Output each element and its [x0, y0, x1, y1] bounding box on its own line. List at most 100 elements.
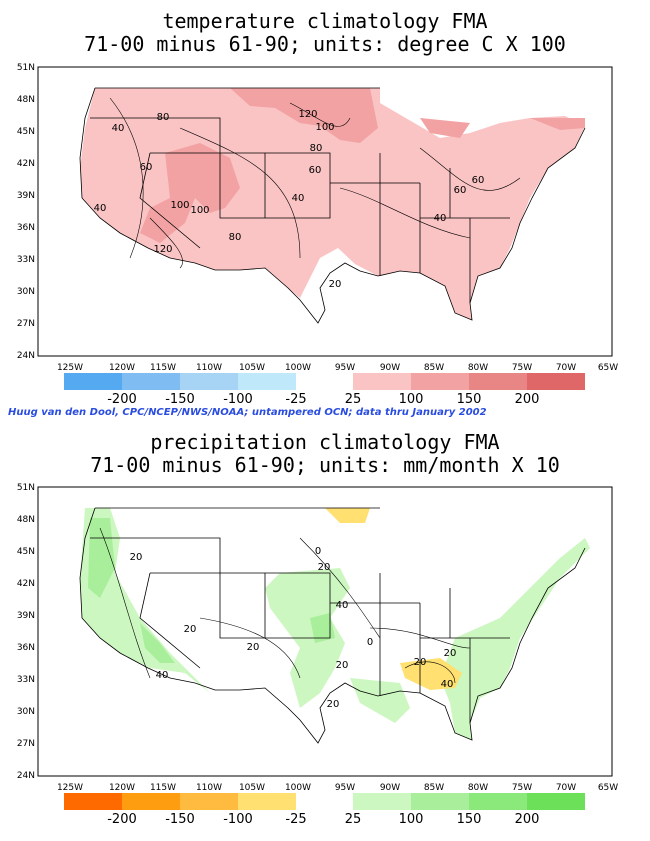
lat-label: 33N: [17, 675, 35, 685]
lon-label: 80W: [468, 363, 488, 373]
credit-line: Huug van den Dool, CPC/NCEP/NWS/NOAA; un…: [8, 407, 487, 418]
lat-label: 30N: [17, 287, 35, 297]
legend-label: 150: [457, 812, 482, 827]
contour-label: 60: [309, 165, 322, 176]
lat-label: 48N: [17, 95, 35, 105]
lon-label: 105W: [239, 363, 265, 373]
legend-swatch: [469, 793, 527, 810]
temperature-lon-axis: 125W 120W 115W 110W 105W 100W 95W 90W 85…: [57, 363, 618, 373]
legend-swatch: [527, 793, 585, 810]
legend-label: 200: [515, 392, 540, 407]
lon-label: 125W: [57, 363, 83, 373]
lat-label: 24N: [17, 351, 35, 361]
legend-swatch: [180, 793, 238, 810]
lon-label: 70W: [556, 363, 576, 373]
legend-swatch: [64, 373, 122, 390]
contour-label: 0: [367, 637, 373, 648]
legend-swatch: [411, 373, 469, 390]
contour-label: 100: [315, 122, 334, 133]
temperature-map-frame: [37, 66, 613, 357]
lon-label: 120W: [109, 363, 135, 373]
contour-label: 60: [472, 175, 485, 186]
contour-label: 20: [336, 660, 349, 671]
legend-label: -25: [285, 812, 306, 827]
legend-swatch: [238, 793, 296, 810]
lon-label: 85W: [424, 783, 444, 793]
lon-label: 85W: [424, 363, 444, 373]
contour-label: 80: [310, 143, 323, 154]
lon-label: 70W: [556, 783, 576, 793]
lat-label: 30N: [17, 707, 35, 717]
contour-label: 20: [130, 552, 143, 563]
legend-label: -25: [285, 392, 306, 407]
contour-label: 80: [229, 232, 242, 243]
contour-label: 100: [190, 205, 209, 216]
contour-label: 20: [414, 657, 427, 668]
lon-label: 115W: [150, 783, 176, 793]
precipitation-map-frame: [37, 486, 613, 777]
legend-label: -200: [107, 392, 137, 407]
temperature-title-line2: 71-00 minus 61-90; units: degree C X 100: [84, 32, 566, 56]
lon-label: 110W: [196, 783, 222, 793]
precipitation-land-outline: [79, 507, 586, 744]
precipitation-lat-axis: 51N 48N 45N 42N 39N 36N 33N 30N 27N 24N: [17, 483, 35, 781]
legend-label: 200: [515, 812, 540, 827]
legend-label: 25: [345, 392, 362, 407]
lat-label: 39N: [17, 191, 35, 201]
lat-label: 51N: [17, 63, 35, 73]
lon-label: 90W: [380, 783, 400, 793]
precipitation-map-panel: 20 0 20 40 20 20 0 20 20 40 40 20 20 51N…: [17, 483, 618, 827]
legend-label: -100: [223, 392, 253, 407]
legend-swatch: [411, 793, 469, 810]
precipitation-contours: [99, 527, 471, 684]
contour-label: 40: [112, 123, 125, 134]
lat-label: 33N: [17, 255, 35, 265]
contour-label: 20: [247, 642, 260, 653]
lat-label: 45N: [17, 547, 35, 557]
legend-label: -100: [223, 812, 253, 827]
contour-label: 80: [157, 112, 170, 123]
contour-label: 120: [298, 109, 317, 120]
contour-label: 40: [156, 670, 169, 681]
temperature-contour-labels: 40 80 120 100 80 60 60 40 100 100 80 120…: [94, 109, 485, 290]
precipitation-legend-labels: -200 -150 -100 -25 25 100 150 200: [107, 812, 539, 827]
legend-label: -200: [107, 812, 137, 827]
lon-label: 95W: [335, 783, 355, 793]
temperature-anomaly-shading-strong: [140, 88, 585, 243]
lon-label: 75W: [512, 783, 532, 793]
lon-label: 125W: [57, 783, 83, 793]
lon-label: 90W: [380, 363, 400, 373]
lon-label: 65W: [598, 783, 618, 793]
contour-label: 120: [153, 244, 172, 255]
contour-label: 0: [315, 546, 321, 557]
lat-label: 36N: [17, 643, 35, 653]
lat-label: 42N: [17, 159, 35, 169]
lat-label: 42N: [17, 579, 35, 589]
lon-label: 100W: [285, 783, 311, 793]
temperature-map-panel: 40 80 120 100 80 60 60 40 100 100 80 120…: [17, 63, 618, 407]
temperature-contours: [109, 97, 521, 269]
lat-label: 27N: [17, 739, 35, 749]
contour-label: 40: [336, 600, 349, 611]
legend-swatch: [527, 373, 585, 390]
legend-swatch: [469, 373, 527, 390]
lon-label: 100W: [285, 363, 311, 373]
legend-label: 25: [345, 812, 362, 827]
lon-label: 110W: [196, 363, 222, 373]
precipitation-lon-axis: 125W 120W 115W 110W 105W 100W 95W 90W 85…: [57, 783, 618, 793]
lat-label: 39N: [17, 611, 35, 621]
contour-label: 20: [318, 562, 331, 573]
lat-label: 24N: [17, 771, 35, 781]
legend-label: -150: [165, 392, 195, 407]
lat-label: 51N: [17, 483, 35, 493]
contour-label: 40: [434, 213, 447, 224]
temperature-legend-labels: -200 -150 -100 -25 25 100 150 200: [107, 392, 539, 407]
precipitation-wet-shading: [80, 508, 590, 740]
legend-swatch: [122, 373, 180, 390]
lon-label: 75W: [512, 363, 532, 373]
legend-swatch: [353, 793, 411, 810]
legend-label: 100: [399, 392, 424, 407]
lon-label: 65W: [598, 363, 618, 373]
lon-label: 95W: [335, 363, 355, 373]
temperature-lat-axis: 51N 48N 45N 42N 39N 36N 33N 30N 27N 24N: [17, 63, 35, 361]
